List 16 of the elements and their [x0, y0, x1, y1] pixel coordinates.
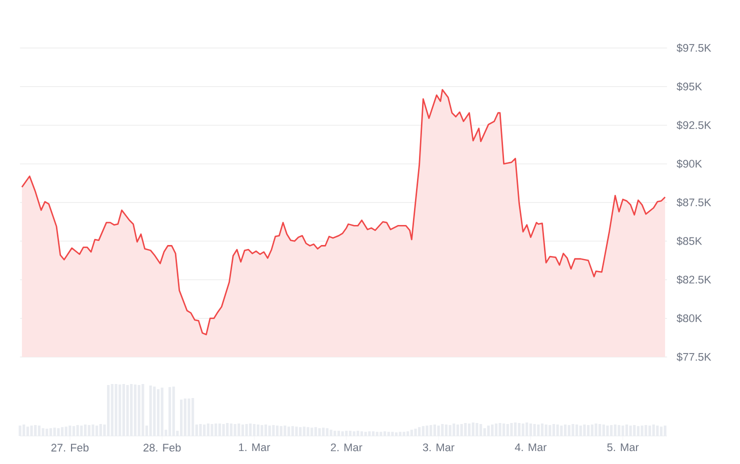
y-tick-label: $92.5K: [676, 120, 712, 130]
y-tick-label: $97.5K: [676, 44, 712, 52]
x-tick-label: 3. Mar: [422, 444, 454, 452]
x-tick-label: 5. Mar: [607, 444, 639, 452]
x-tick-label: 28. Feb: [144, 444, 181, 452]
y-tick-label: $82.5K: [676, 275, 712, 284]
y-tick-label: $90K: [676, 159, 702, 168]
y-tick-label: $95K: [676, 82, 702, 92]
y-tick-label: $80K: [676, 314, 702, 323]
x-tick-label: 4. Mar: [514, 444, 547, 452]
x-tick-label: 27. Feb: [51, 444, 89, 452]
y-tick-label: $85K: [676, 236, 702, 246]
x-tick-label: 2. Mar: [330, 444, 362, 452]
y-tick-label: $87.5K: [676, 198, 712, 207]
x-tick-label: 1. Mar: [239, 444, 270, 452]
y-tick-label: $77.5K: [676, 352, 712, 362]
